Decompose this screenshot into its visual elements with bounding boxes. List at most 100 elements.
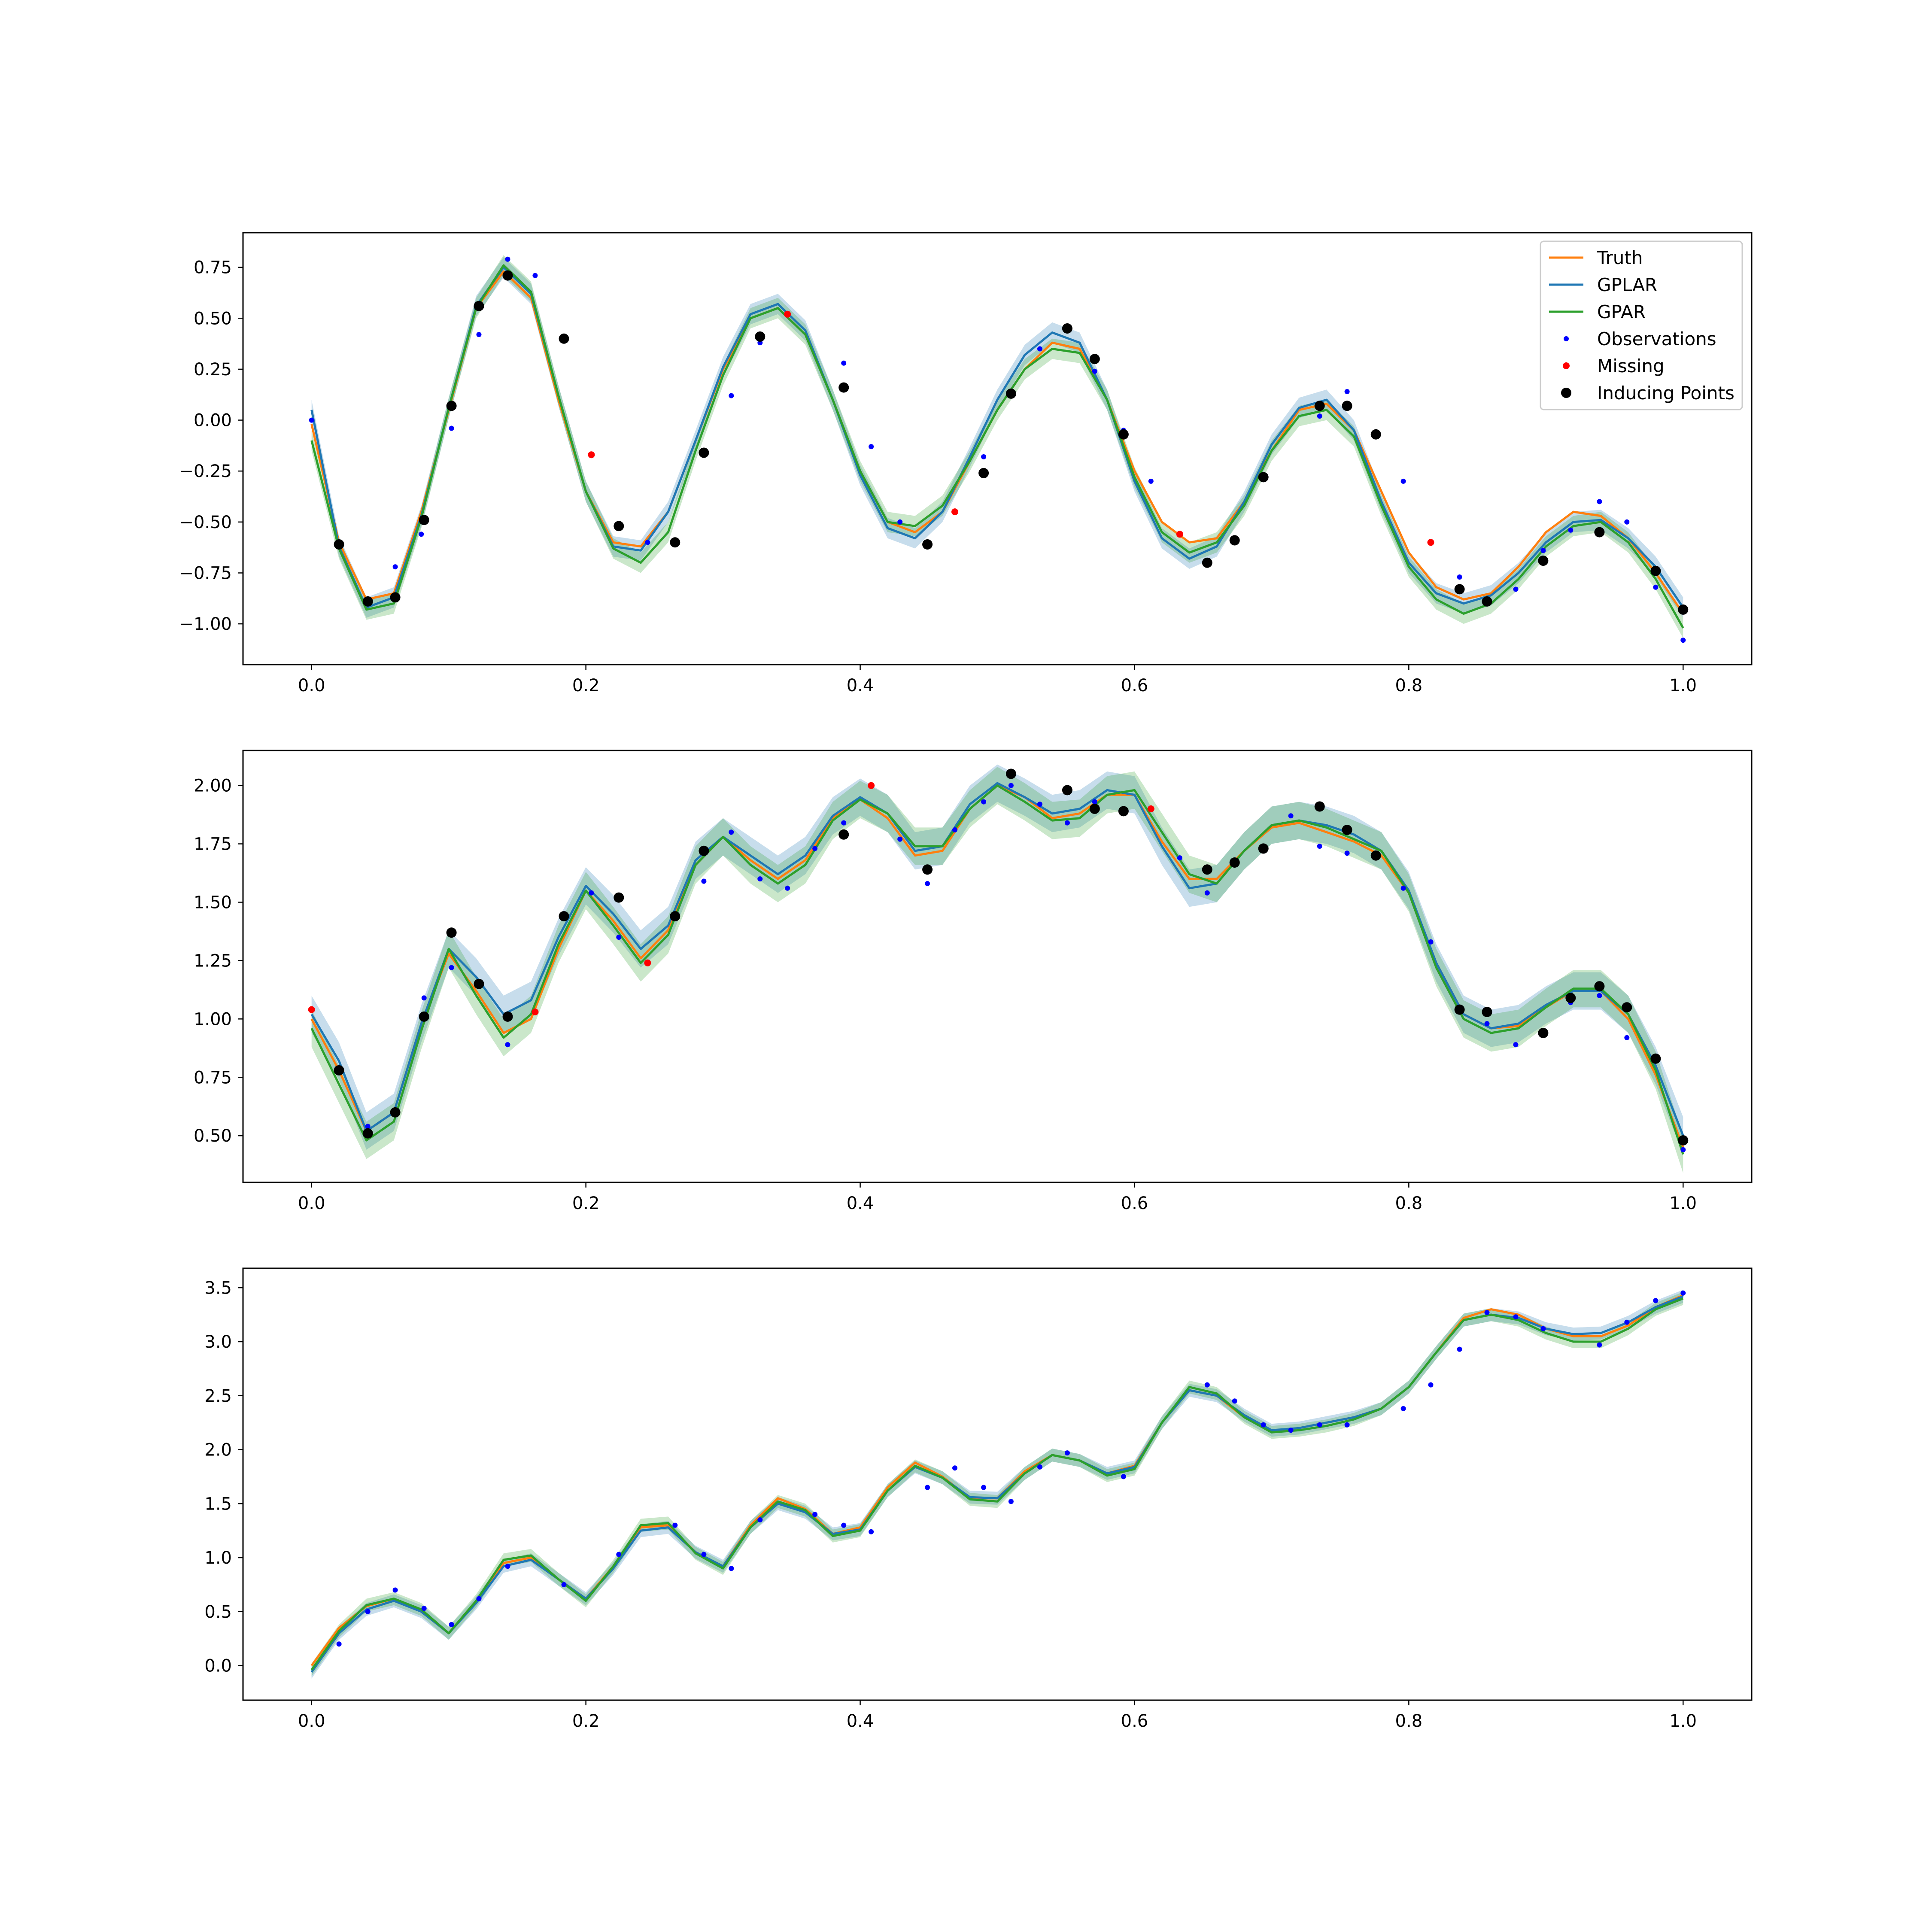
point-observations-2 (392, 1587, 398, 1593)
y-tick-label: 0.75 (194, 258, 232, 278)
x-tick-label: 0.2 (572, 1711, 600, 1731)
point-observations-25 (1261, 1422, 1266, 1428)
point-observations-38 (1680, 1290, 1686, 1296)
line-gplar-panel-3 (310, 1295, 1684, 1673)
point-observations-32 (1484, 1310, 1490, 1315)
x-tick-label: 0.4 (847, 676, 874, 696)
y-tick-label: 0.0 (204, 1656, 232, 1676)
x-tick-label: 0.8 (1395, 676, 1423, 696)
point-observations-17 (952, 1465, 957, 1471)
point-observations-17 (1148, 478, 1154, 484)
point-observations-4 (449, 1622, 454, 1627)
point-inducing-points-30 (1678, 604, 1689, 615)
y-tick-label: 3.5 (204, 1278, 232, 1298)
point-inducing-points-6 (502, 1011, 513, 1022)
point-observations-36 (1624, 1319, 1630, 1325)
point-observations-21 (1064, 1450, 1070, 1456)
point-observations-2 (419, 532, 424, 537)
point-inducing-points-3 (419, 515, 429, 526)
point-observations-23 (1288, 813, 1294, 819)
x-tick-label: 0.6 (1121, 1194, 1148, 1213)
point-observations-12 (897, 519, 903, 525)
point-inducing-points-16 (1118, 806, 1129, 817)
point-observations-28 (1344, 1422, 1350, 1428)
point-observations-14 (841, 1522, 847, 1528)
legend-label-inducing-points: Inducing Points (1597, 383, 1735, 404)
point-observations-16 (981, 799, 987, 805)
point-inducing-points-23 (1342, 401, 1352, 411)
point-inducing-points-2 (390, 1107, 401, 1118)
point-observations-16 (925, 1485, 930, 1490)
point-observations-7 (701, 878, 707, 884)
point-inducing-points-11 (755, 331, 766, 342)
point-observations-26 (1597, 499, 1602, 504)
point-observations-6 (532, 273, 538, 278)
line-gpar-panel-1 (310, 264, 1684, 629)
line-truth-panel-3 (310, 1294, 1684, 1666)
point-inducing-points-11 (838, 829, 849, 840)
point-inducing-points-18 (1229, 857, 1240, 868)
point-inducing-points-5 (474, 301, 484, 311)
point-inducing-points-25 (1538, 1028, 1549, 1038)
point-inducing-points-24 (1370, 429, 1381, 440)
point-observations-6 (616, 935, 622, 940)
legend-swatch-observations (1564, 336, 1569, 341)
band-gpar-panel-3 (311, 1292, 1683, 1677)
point-inducing-points-7 (559, 911, 569, 922)
point-inducing-points-20 (1314, 801, 1325, 812)
point-inducing-points-17 (1202, 864, 1212, 875)
axes-frame-panel-3 (242, 1267, 1753, 1701)
point-observations-20 (1092, 799, 1097, 805)
point-inducing-points-26 (1565, 993, 1576, 1003)
point-inducing-points-22 (1370, 850, 1381, 861)
point-inducing-points-9 (670, 911, 680, 922)
point-observations-13 (981, 454, 987, 459)
point-inducing-points-30 (1678, 1135, 1689, 1146)
band-gplar-panel-1 (311, 257, 1683, 618)
point-observations-13 (812, 1512, 818, 1517)
point-inducing-points-29 (1650, 1053, 1661, 1064)
point-observations-3 (505, 1042, 510, 1048)
point-inducing-points-21 (1342, 824, 1352, 835)
chart-panel-3: 0.0 0.2 0.4 0.6 0.8 1.0 0.0 0.5 1.0 1.5 2.0 2.5 3.0 3… (204, 1267, 1753, 1731)
x-tick-label: 0.8 (1395, 1194, 1423, 1213)
point-observations-25 (1344, 851, 1350, 856)
y-tick-label: −1.00 (179, 614, 232, 634)
point-observations-1 (421, 995, 427, 1001)
point-missing-4 (1427, 539, 1434, 546)
point-observations-35 (1597, 1342, 1602, 1348)
point-observations-27 (1317, 1422, 1322, 1428)
y-tick-label: 1.5 (204, 1494, 232, 1514)
legend-swatch-missing (1563, 362, 1570, 369)
point-inducing-points-19 (1202, 557, 1212, 568)
point-observations-27 (1624, 519, 1630, 525)
band-gpar-panel-1 (311, 255, 1683, 638)
y-tick-label: 0.50 (194, 1126, 232, 1146)
point-observations-2 (449, 965, 454, 970)
y-tick-label: −0.25 (179, 462, 232, 481)
band-gpar-panel-2 (311, 767, 1683, 1173)
point-observations-3 (421, 1606, 427, 1611)
point-observations-15 (869, 1529, 874, 1534)
point-observations-18 (1037, 802, 1042, 807)
point-inducing-points-15 (1089, 803, 1100, 814)
point-observations-3 (449, 425, 454, 431)
line-gplar-panel-1 (310, 266, 1684, 609)
point-observations-27 (1428, 939, 1434, 945)
point-observations-7 (645, 540, 650, 545)
point-observations-8 (729, 829, 734, 835)
point-observations-7 (561, 1582, 567, 1587)
point-missing-0 (308, 1006, 315, 1013)
point-inducing-points-0 (334, 539, 344, 550)
point-observations-33 (1513, 1314, 1519, 1320)
legend-frame (1540, 240, 1743, 410)
line-gplar-panel-2 (310, 782, 1684, 1136)
legend-swatch-inducing-points (1561, 388, 1571, 398)
point-observations-23 (1513, 586, 1519, 592)
point-observations-21 (1400, 478, 1406, 484)
point-observations-25 (1568, 527, 1574, 533)
point-inducing-points-19 (1258, 843, 1269, 854)
point-inducing-points-17 (1089, 354, 1100, 365)
point-inducing-points-22 (1314, 401, 1325, 411)
